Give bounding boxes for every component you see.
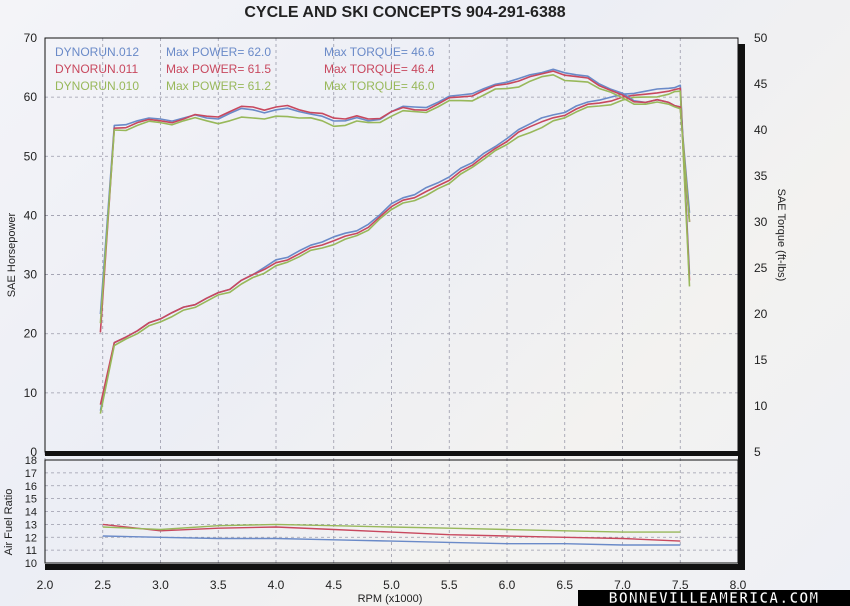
x-axis-label: RPM (x1000) — [358, 593, 423, 605]
x-tick-label: 2.5 — [94, 578, 111, 592]
x-tick-label: 8.0 — [730, 578, 747, 592]
afr-tick-label: 10 — [25, 558, 37, 570]
legend-max-power: Max POWER= 61.2 — [166, 79, 271, 93]
watermark-text: BONNEVILLEAMERICA.COM — [609, 589, 820, 606]
series-torque-dynorun-011 — [99, 70, 691, 333]
x-tick-label: 4.5 — [325, 578, 342, 592]
afr-series-dynorun-010 — [102, 523, 681, 533]
y-tick-label: 50 — [24, 149, 38, 163]
x-tick-label: 7.0 — [614, 578, 631, 592]
series-horsepower-dynorun-012 — [99, 84, 691, 411]
series-torque-dynorun-010 — [99, 74, 691, 324]
y-tick-label: 40 — [24, 208, 38, 222]
y2-tick-label: 10 — [754, 399, 768, 413]
x-tick-label: 5.0 — [383, 578, 400, 592]
y-axis-label-horsepower: SAE Horsepower — [6, 212, 18, 297]
legend-run-name: DYNORUN.012 — [55, 45, 139, 59]
y-tick-label: 60 — [24, 90, 38, 104]
legend-run-name: DYNORUN.010 — [55, 79, 139, 93]
series-horsepower-dynorun-010 — [99, 90, 691, 414]
x-tick-label: 5.5 — [441, 578, 458, 592]
afr-tick-label: 15 — [25, 494, 37, 506]
bottom-frame-bar — [45, 564, 745, 570]
legend-max-torque: Max TORQUE= 46.6 — [324, 45, 435, 59]
x-tick-label: 3.5 — [210, 578, 227, 592]
y2-tick-label: 30 — [754, 215, 768, 229]
series-torque-dynorun-012 — [99, 68, 691, 315]
legend: DYNORUN.012 Max POWER= 62.0 Max TORQUE= 46… — [55, 45, 435, 93]
afr-tick-label: 16 — [25, 481, 37, 493]
x-tick-label: 6.0 — [499, 578, 516, 592]
legend-max-power: Max POWER= 61.5 — [166, 62, 271, 76]
y-tick-label: 30 — [24, 268, 38, 282]
series-horsepower-dynorun-011 — [99, 87, 691, 405]
y-tick-label: 10 — [24, 386, 38, 400]
y-tick-label: 70 — [24, 31, 38, 45]
afr-tick-label: 17 — [25, 468, 37, 480]
y-axis-label-afr: Air Fuel Ratio — [3, 489, 15, 556]
y2-tick-label: 50 — [754, 31, 768, 45]
x-tick-label: 6.5 — [556, 578, 573, 592]
legend-max-power: Max POWER= 62.0 — [166, 45, 271, 59]
watermark-band — [578, 590, 850, 606]
afr-tick-label: 12 — [25, 532, 37, 544]
y-tick-label: 0 — [30, 445, 37, 459]
y2-tick-label: 20 — [754, 307, 768, 321]
x-tick-label: 2.0 — [37, 578, 54, 592]
afr-tick-label: 14 — [25, 507, 37, 519]
y2-tick-label: 5 — [754, 445, 761, 459]
afr-tick-label: 11 — [26, 545, 37, 557]
afr-tick-label: 13 — [25, 519, 37, 531]
y-axis-label-torque: SAE Torque (ft-lbs) — [775, 189, 787, 282]
y2-tick-label: 40 — [754, 123, 768, 137]
y2-tick-label: 35 — [754, 169, 768, 183]
legend-run-name: DYNORUN.011 — [55, 62, 138, 76]
x-tick-label: 3.0 — [152, 578, 169, 592]
chart-title: CYCLE AND SKI CONCEPTS 904-291-6388 — [244, 4, 565, 21]
right-frame-bar — [738, 44, 745, 570]
afr-series-dynorun-011 — [102, 523, 681, 542]
afr-series-dynorun-012 — [102, 535, 681, 546]
tick-labels: 2.0 2.5 3.0 3.5 4.0 4.5 5.0 5.5 6.0 6.5 7.0 7.5 8.0 0… — [24, 31, 768, 592]
y2-tick-label: 15 — [754, 353, 768, 367]
legend-max-torque: Max TORQUE= 46.0 — [324, 79, 435, 93]
x-tick-label: 7.5 — [672, 578, 689, 592]
plot-frame — [44, 37, 745, 570]
y2-tick-label: 45 — [754, 77, 768, 91]
series-lines — [99, 68, 691, 546]
y-tick-label: 20 — [24, 327, 38, 341]
y2-tick-label: 25 — [754, 261, 768, 275]
x-tick-label: 4.0 — [268, 578, 285, 592]
legend-max-torque: Max TORQUE= 46.4 — [324, 62, 435, 76]
panel-divider-bar — [45, 451, 745, 456]
afr-tick-label: 18 — [25, 455, 37, 467]
